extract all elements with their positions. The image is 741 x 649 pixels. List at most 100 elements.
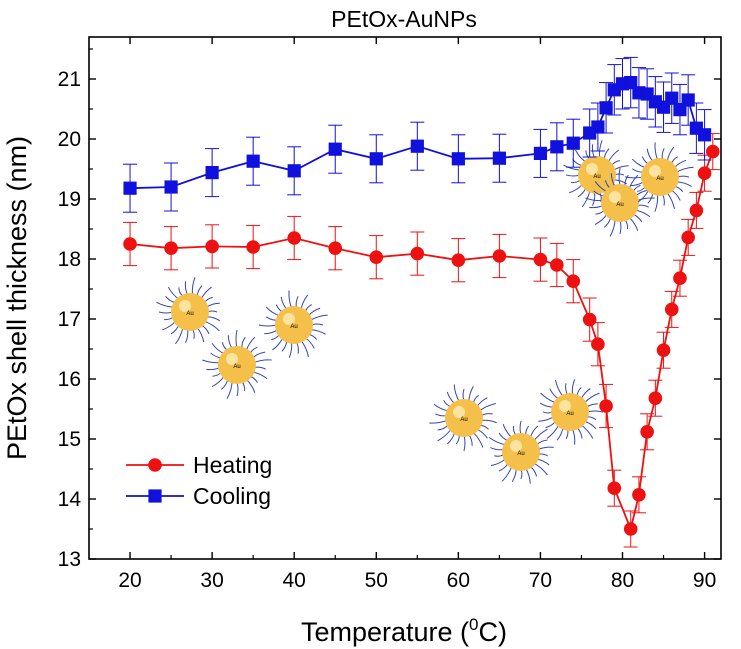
polymer-chain: [598, 140, 603, 159]
polymer-chain: [245, 336, 256, 351]
data-point: [705, 144, 720, 159]
polymer-chain: [200, 286, 212, 300]
polymer-chain: [673, 159, 687, 169]
polymer-chain: [540, 402, 554, 408]
data-point: [550, 140, 564, 154]
data-point: [591, 337, 605, 352]
legend-label: Cooling: [193, 483, 271, 509]
polymer-chain: [555, 380, 564, 397]
polymer-chain: [472, 431, 484, 448]
core-highlight: [649, 165, 661, 177]
data-point: [664, 302, 679, 317]
y-tick-label: 17: [58, 308, 81, 331]
y-tick-label: 14: [58, 488, 82, 511]
series-cooling: [123, 56, 712, 213]
polymer-chain: [584, 420, 597, 430]
core-highlight: [179, 300, 191, 312]
polymer-chain: [304, 337, 315, 349]
data-point: [681, 230, 695, 245]
polymer-chain: [202, 359, 221, 364]
polymer-chain: [288, 290, 293, 309]
polymer-chain: [252, 371, 268, 380]
polymer-chain: [196, 327, 205, 343]
series-layer: [123, 56, 720, 548]
polymer-chain: [613, 165, 629, 171]
polymer-chain: [646, 148, 654, 162]
polymer-chain: [580, 424, 594, 439]
data-point: [492, 249, 507, 263]
data-point: [599, 399, 613, 413]
x-tick-label: 50: [365, 569, 388, 592]
polymer-chain: [446, 432, 456, 445]
polymer-chain: [429, 419, 448, 424]
data-point: [246, 154, 260, 168]
data-point: [410, 246, 425, 261]
data-point: [624, 76, 638, 90]
data-point: [681, 93, 695, 107]
nanoparticle-6: Au: [488, 420, 554, 484]
polymer-chain: [265, 306, 280, 317]
polymer-chain: [583, 392, 600, 404]
legend-item-heating: Heating: [126, 452, 272, 478]
polymer-chain: [490, 458, 506, 467]
data-point: [533, 146, 548, 160]
nanoparticle-8: Au: [585, 167, 655, 237]
polymer-chain: [589, 204, 604, 209]
data-point: [328, 142, 342, 156]
core-highlight: [226, 353, 238, 365]
polymer-chain: [479, 403, 496, 412]
polymer-chain: [310, 314, 328, 321]
data-point: [697, 128, 712, 142]
x-tick-label: 40: [283, 569, 306, 592]
data-point: [533, 252, 548, 267]
core-highlight: [609, 191, 621, 203]
data-point: [205, 166, 219, 180]
nanoparticle-label: Au: [656, 176, 663, 182]
polymer-chain: [607, 149, 619, 163]
polymer-chain: [537, 446, 554, 451]
polymer-chain: [592, 191, 596, 206]
polymer-chain: [654, 193, 659, 212]
data-point: [607, 481, 622, 496]
nanoparticle-3: Au: [258, 290, 328, 358]
polymer-chain: [502, 424, 513, 439]
polymer-chain: [490, 447, 505, 451]
core-highlight: [559, 400, 571, 412]
polymer-chain: [453, 384, 460, 402]
data-point: [451, 253, 466, 267]
nanoparticle-label: Au: [233, 364, 240, 370]
data-point: [369, 250, 384, 264]
polymer-chain: [618, 167, 621, 187]
polymer-chain: [184, 281, 189, 296]
polymer-chain: [670, 189, 681, 201]
polymer-chain: [571, 379, 576, 396]
polymer-chain: [519, 420, 522, 436]
polymer-chain: [538, 416, 554, 422]
polymer-chain: [511, 468, 517, 482]
polymer-chain: [463, 434, 466, 452]
polymer-chain: [476, 428, 488, 439]
polymer-chain: [236, 381, 239, 397]
y-tick-label: 20: [58, 128, 81, 151]
polymer-chain: [252, 351, 266, 359]
x-tick-label: 80: [611, 569, 634, 592]
data-point: [566, 274, 581, 289]
polymer-chain: [628, 216, 639, 231]
nanoparticle-label: Au: [460, 417, 467, 423]
nanoparticle-2: Au: [202, 329, 272, 399]
polymer-chain: [258, 324, 278, 327]
polymer-chain: [569, 183, 584, 194]
polymer-chain: [631, 158, 646, 169]
core-highlight: [510, 440, 522, 452]
polymer-chain: [300, 294, 309, 310]
nanoparticle-1: Au: [156, 277, 221, 345]
polymer-chain: [635, 209, 651, 218]
polymer-chain: [549, 388, 560, 400]
data-point: [205, 239, 219, 254]
core-highlight: [283, 313, 295, 325]
x-tick-label: 30: [200, 569, 223, 592]
polymer-chain: [175, 327, 184, 345]
polymer-chain: [609, 219, 616, 237]
polymer-chain: [525, 468, 531, 484]
